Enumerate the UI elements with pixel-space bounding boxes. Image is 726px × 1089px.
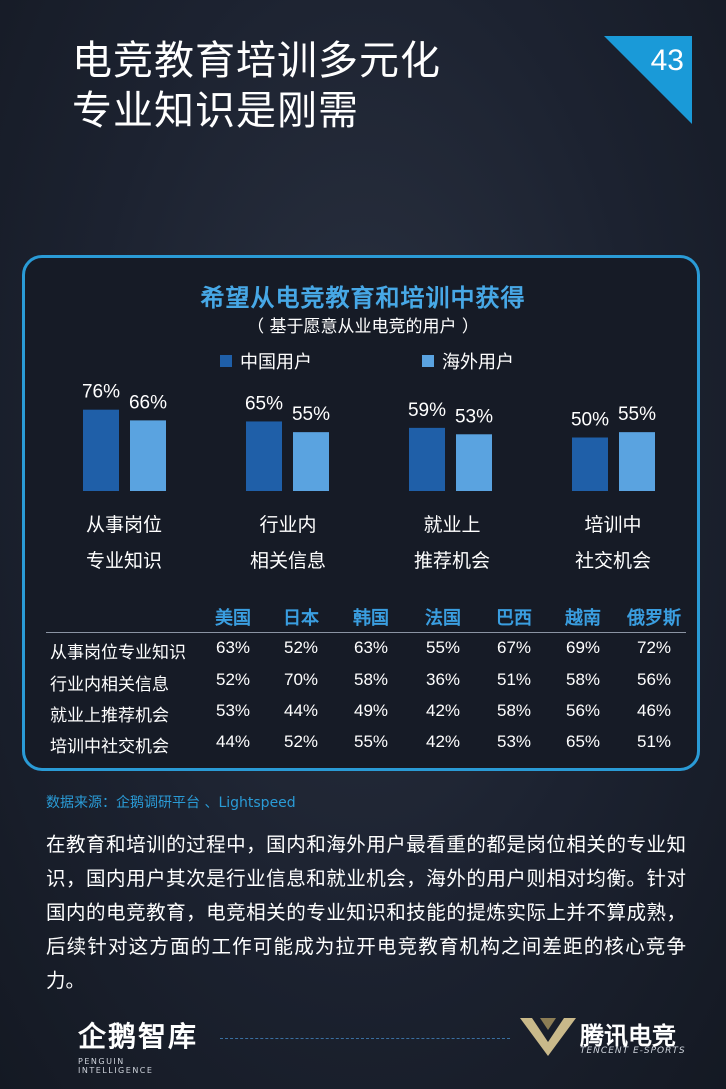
page-number: 43 (650, 44, 684, 77)
chart-subtitle: （ 基于愿意从业电竞的用户 ） (247, 317, 479, 337)
table-cell: 52% (215, 670, 251, 689)
category-label-4: 培训中 社交机会 (543, 507, 683, 579)
category-label-4-line-2: 社交机会 (574, 550, 651, 572)
bar-label-series-2-category-1: 66% (129, 392, 167, 413)
penguin-logo-name: 企鹅智库 (78, 1020, 199, 1053)
category-label-1-line-2: 专业知识 (85, 550, 162, 572)
table-cell: 58% (353, 670, 389, 689)
source-note: 数据来源：企鹅调研平台 、Lightspeed (46, 795, 296, 811)
legend-swatch-china (220, 355, 232, 367)
table-cell: 58% (565, 670, 601, 689)
table-cell: 44% (215, 732, 251, 751)
table-row-label: 培训中社交机会 (50, 737, 169, 757)
bar-series-1-category-3 (409, 427, 445, 491)
legend-label-china: 中国用户 (240, 352, 312, 373)
bar-series-2-category-1 (130, 420, 166, 491)
table-row-label: 就业上推荐机会 (50, 706, 169, 726)
table-header-rule (46, 632, 686, 633)
table-col-header-fr: 法国 (425, 608, 461, 629)
category-label-2-line-2: 相关信息 (249, 550, 326, 572)
table-cell: 72% (636, 638, 672, 657)
table-cell: 69% (565, 638, 601, 657)
table-col-header-br: 巴西 (496, 608, 532, 629)
table-cell: 67% (496, 638, 532, 657)
category-label-3-line-1: 就业上 (423, 514, 481, 536)
table-cell: 42% (425, 732, 461, 751)
table-cell: 51% (496, 670, 532, 689)
category-label-1: 从事岗位 专业知识 (54, 507, 194, 579)
chart-panel (22, 255, 700, 771)
table-col-header-ru: 俄罗斯 (627, 608, 681, 629)
table-cell: 63% (215, 638, 251, 657)
table-cell: 56% (636, 670, 672, 689)
bar-label-series-2-category-3: 53% (455, 406, 493, 427)
table-cell: 52% (283, 638, 319, 657)
category-label-3: 就业上 推荐机会 (382, 507, 522, 579)
bar-label-series-2-category-2: 55% (292, 404, 330, 425)
corner-triangle (604, 36, 692, 124)
table-col-header-kr: 韩国 (353, 608, 389, 629)
bar-series-1-category-2 (246, 421, 282, 491)
bar-label-series-1-category-1: 76% (82, 382, 120, 403)
table-cell: 36% (425, 670, 461, 689)
bar-series-2-category-4 (619, 432, 655, 491)
table-col-header-us: 美国 (215, 608, 251, 629)
chart-title: 希望从电竞教育和培训中获得 (200, 284, 526, 312)
table-cell: 53% (215, 701, 251, 720)
table-cell: 52% (283, 732, 319, 751)
page-title-line-2: 专业知识是刚需 (72, 88, 359, 134)
table-cell: 42% (425, 701, 461, 720)
bar-label-series-1-category-2: 65% (245, 393, 283, 414)
table-cell: 53% (496, 732, 532, 751)
page-number-badge: 43 (604, 36, 692, 124)
table-cell: 55% (353, 732, 389, 751)
tencent-logo-sub: TENCENT E-SPORTS (580, 1046, 686, 1056)
bar-series-2-category-2 (293, 432, 329, 491)
bar-label-series-2-category-4: 55% (618, 404, 656, 425)
category-label-4-line-1: 培训中 (584, 514, 642, 536)
table-cell: 70% (283, 670, 319, 689)
bar-series-2-category-3 (456, 434, 492, 491)
bar-series-1-category-1 (83, 409, 119, 491)
bar-label-series-1-category-3: 59% (408, 400, 446, 421)
category-label-1-line-1: 从事岗位 (85, 514, 162, 536)
table-cell: 63% (353, 638, 389, 657)
category-label-3-line-2: 推荐机会 (413, 550, 490, 572)
penguin-logo-sub: PENGUIN INTELLIGENCE (78, 1057, 154, 1075)
table-row-label: 从事岗位专业知识 (50, 643, 186, 663)
legend-item-china: 中国用户 (220, 348, 312, 374)
table-col-header-jp: 日本 (283, 608, 319, 629)
table-cell: 56% (565, 701, 601, 720)
table-cell: 49% (353, 701, 389, 720)
table-col-header-vn: 越南 (565, 608, 601, 629)
legend-swatch-overseas (422, 355, 434, 367)
tencent-logo-name: 腾讯电竞 (580, 1022, 676, 1050)
page-title: 电竞教育培训多元化 专业知识是刚需 (72, 36, 441, 136)
bar-label-series-1-category-4: 50% (571, 410, 609, 431)
footer-divider (220, 1038, 510, 1039)
tencent-esports-logo: 腾讯电竞 TENCENT E-SPORTS (518, 1012, 698, 1062)
table-cell: 55% (425, 638, 461, 657)
table-cell: 65% (565, 732, 601, 751)
body-paragraph: 在教育和培训的过程中，国内和海外用户最看重的都是岗位相关的专业知识，国内用户其次… (46, 833, 686, 992)
legend-label-overseas: 海外用户 (442, 352, 514, 373)
category-label-2-line-1: 行业内 (259, 514, 317, 536)
tencent-esports-emblem-icon (520, 1018, 576, 1056)
table-cell: 58% (496, 701, 532, 720)
bar-series-1-category-4 (572, 437, 608, 491)
legend-item-overseas: 海外用户 (422, 348, 514, 374)
page-title-line-1: 电竞教育培训多元化 (72, 38, 441, 84)
table-cell: 46% (636, 701, 672, 720)
penguin-intelligence-logo: 企鹅智库 PENGUIN INTELLIGENCE (78, 1015, 198, 1075)
table-cell: 51% (636, 732, 672, 751)
table-row-label: 行业内相关信息 (50, 675, 169, 695)
table-cell: 44% (283, 701, 319, 720)
category-label-2: 行业内 相关信息 (218, 507, 358, 579)
